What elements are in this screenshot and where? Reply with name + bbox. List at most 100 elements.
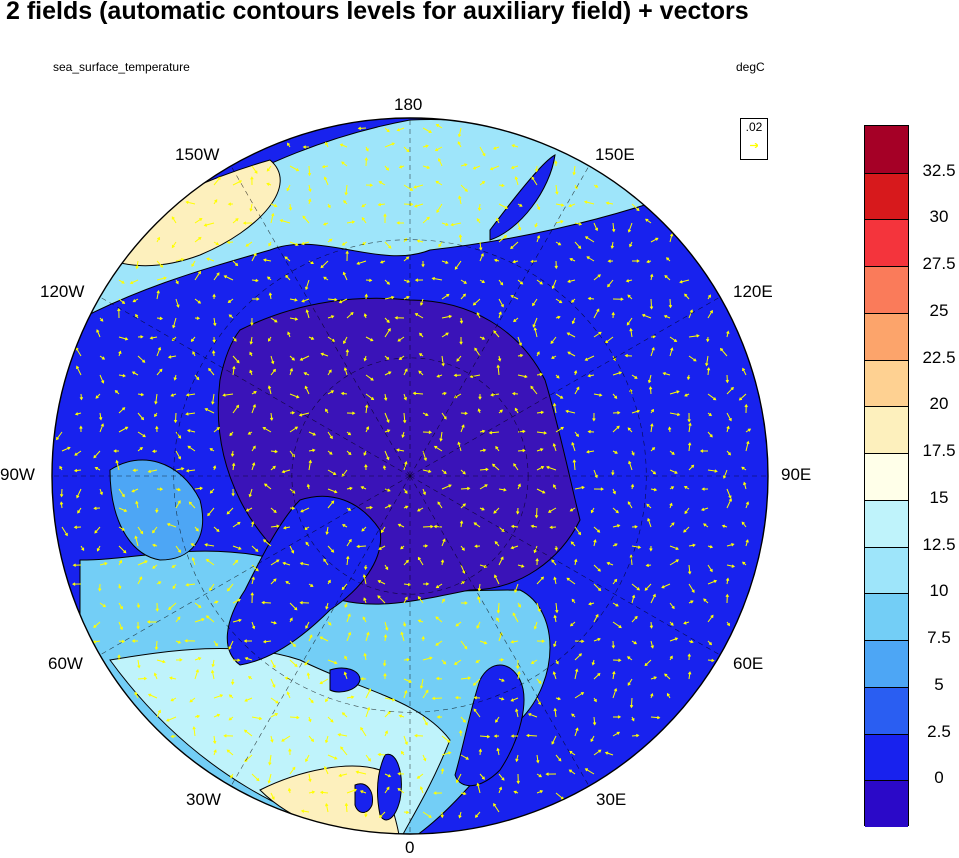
vector-arrow	[232, 355, 240, 364]
vector-arrow	[593, 583, 602, 592]
vector-arrow	[289, 367, 294, 376]
vector-arrow	[627, 678, 633, 686]
vector-arrow	[534, 222, 538, 228]
vector-arrow	[118, 298, 126, 304]
vector-arrow	[251, 252, 257, 262]
vector-arrow	[513, 790, 519, 794]
vector-arrow	[213, 600, 219, 604]
vector-arrow	[722, 469, 728, 479]
vector-arrow	[232, 598, 241, 604]
vector-arrow	[421, 635, 425, 642]
vector-arrow	[707, 545, 714, 549]
vector-arrow	[247, 676, 253, 680]
vector-arrow	[627, 222, 633, 233]
vector-arrow	[612, 393, 618, 399]
vector-arrow	[341, 161, 348, 167]
vector-arrow	[400, 545, 405, 550]
vector-arrow	[340, 746, 348, 756]
vector-arrow	[175, 658, 183, 662]
vector-arrow	[378, 181, 386, 186]
vector-arrow	[412, 391, 424, 396]
vector-arrow	[517, 564, 525, 568]
vector-arrow	[403, 393, 407, 401]
vector-arrow	[346, 507, 352, 511]
colorbar-swatch	[865, 593, 908, 641]
vector-arrow	[473, 522, 481, 528]
colorbar-swatch	[865, 359, 908, 407]
vector-arrow	[209, 583, 215, 592]
vector-arrow	[422, 582, 430, 586]
vector-arrow	[242, 221, 253, 225]
vector-arrow	[194, 714, 201, 719]
vector-arrow	[417, 619, 424, 623]
vector-arrow	[517, 203, 523, 207]
vector-arrow	[403, 689, 408, 699]
vector-arrow	[593, 274, 601, 281]
vector-arrow	[422, 544, 429, 548]
vector-arrow	[270, 578, 277, 585]
vector-arrow	[287, 787, 292, 794]
vector-arrow	[194, 217, 203, 224]
vector-arrow	[475, 659, 481, 663]
vector-arrow	[476, 621, 481, 629]
vector-arrow	[156, 581, 162, 585]
vector-arrow	[514, 583, 519, 594]
vector-arrow	[384, 504, 392, 509]
vector-arrow	[476, 782, 481, 794]
vector-arrow	[209, 488, 215, 494]
vector-arrow	[213, 176, 221, 186]
vector-arrow	[631, 450, 635, 456]
vector-arrow	[289, 426, 299, 433]
vector-arrow	[493, 803, 500, 813]
vector-arrow	[707, 564, 713, 573]
vector-arrow	[517, 222, 522, 231]
vector-arrow	[459, 729, 463, 737]
vector-arrow	[304, 385, 310, 395]
vector-arrow	[699, 449, 709, 453]
vector-arrow	[649, 621, 654, 629]
vector-arrow	[302, 145, 310, 149]
vector-arrow	[530, 385, 538, 395]
vector-arrow	[175, 298, 180, 308]
vector-arrow	[270, 212, 275, 224]
vector-arrow	[346, 450, 352, 456]
vector-arrow	[726, 386, 734, 395]
vector-arrow	[612, 578, 618, 585]
vector-arrow	[536, 431, 548, 435]
vector-arrow	[536, 790, 544, 794]
colorbar-tick-label: 2.5	[927, 721, 951, 741]
vector-arrow	[156, 487, 164, 491]
vector-arrow	[403, 735, 408, 746]
vector-arrow	[263, 483, 272, 490]
vector-arrow	[707, 309, 713, 319]
vector-arrow	[270, 507, 277, 514]
vector-arrow	[76, 365, 82, 376]
vector-arrow	[289, 317, 299, 321]
vector-arrow	[555, 315, 561, 319]
graticule-meridian	[99, 475, 411, 656]
vector-arrow	[441, 598, 445, 604]
vector-arrow	[377, 752, 386, 757]
vector-arrow	[494, 540, 500, 547]
vector-arrow	[118, 426, 129, 433]
vector-arrow	[175, 500, 181, 509]
vector-arrow	[287, 142, 291, 148]
vector-arrow	[289, 659, 298, 668]
vector-arrow	[612, 450, 618, 454]
vector-arrow	[495, 445, 500, 452]
vector-arrow	[584, 236, 595, 243]
vector-arrow	[743, 481, 747, 490]
vector-arrow	[137, 355, 146, 363]
vector-arrow	[434, 146, 443, 152]
vector-arrow	[289, 298, 298, 302]
vector-arrow	[308, 260, 314, 265]
vector-arrow	[362, 616, 367, 623]
vector-arrow	[93, 621, 101, 628]
vector-arrow	[171, 241, 177, 249]
vector-arrow	[627, 294, 633, 300]
vector-arrow	[377, 580, 386, 585]
vector-arrow	[167, 355, 177, 359]
vector-arrow	[308, 431, 317, 436]
vector-arrow	[398, 165, 405, 169]
vector-arrow	[118, 488, 125, 498]
